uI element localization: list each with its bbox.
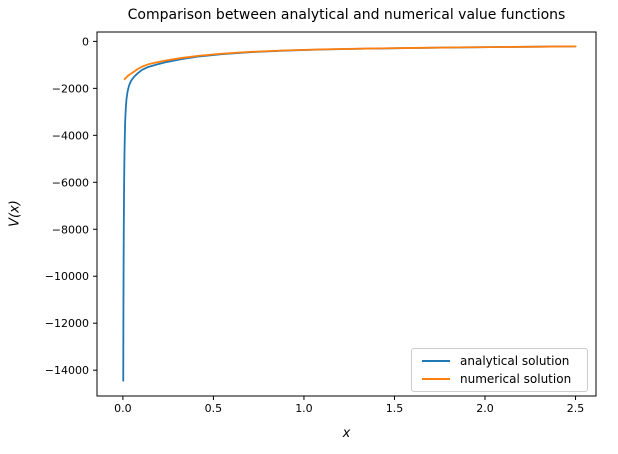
y-tick-label: −8000 — [52, 223, 89, 236]
x-tick-label: 2.5 — [567, 402, 585, 415]
chart-title: Comparison between analytical and numeri… — [127, 7, 566, 23]
legend-row: analytical solution — [422, 354, 577, 368]
legend-line-swatch — [422, 378, 450, 380]
y-tick-label: −2000 — [52, 82, 89, 95]
y-tick-label: −12000 — [45, 317, 89, 330]
series-line-analytical-solution — [122, 45, 577, 382]
axes-layer: 0.0 0.5 1.0 1.5 2.0 2.5 0 −2000 −4000 −6000 −8000 −… — [45, 31, 597, 415]
legend-label: numerical solution — [460, 372, 572, 386]
y-axis-label: V(x) — [7, 200, 23, 227]
legend-row: numerical solution — [422, 372, 577, 386]
series-line-numerical-solution — [123, 45, 577, 81]
x-tick-label: 1.0 — [295, 402, 313, 415]
y-tick-label: −6000 — [52, 176, 89, 189]
x-axis-label: x — [342, 426, 351, 441]
x-tick-label: 0.5 — [205, 402, 223, 415]
y-tick-label: −4000 — [52, 129, 89, 142]
legend: analytical solution numerical solution — [411, 348, 588, 392]
x-tick-label: 1.5 — [386, 402, 404, 415]
series-layer — [122, 45, 577, 382]
x-tick-label: 2.0 — [476, 402, 494, 415]
legend-label: analytical solution — [460, 354, 570, 368]
y-tick-label: −14000 — [45, 364, 89, 377]
y-tick-label: −10000 — [45, 270, 89, 283]
x-tick-label: 0.0 — [114, 402, 132, 415]
legend-line-swatch — [422, 360, 450, 362]
y-tick-label: 0 — [82, 35, 89, 48]
axes-box — [96, 31, 597, 397]
